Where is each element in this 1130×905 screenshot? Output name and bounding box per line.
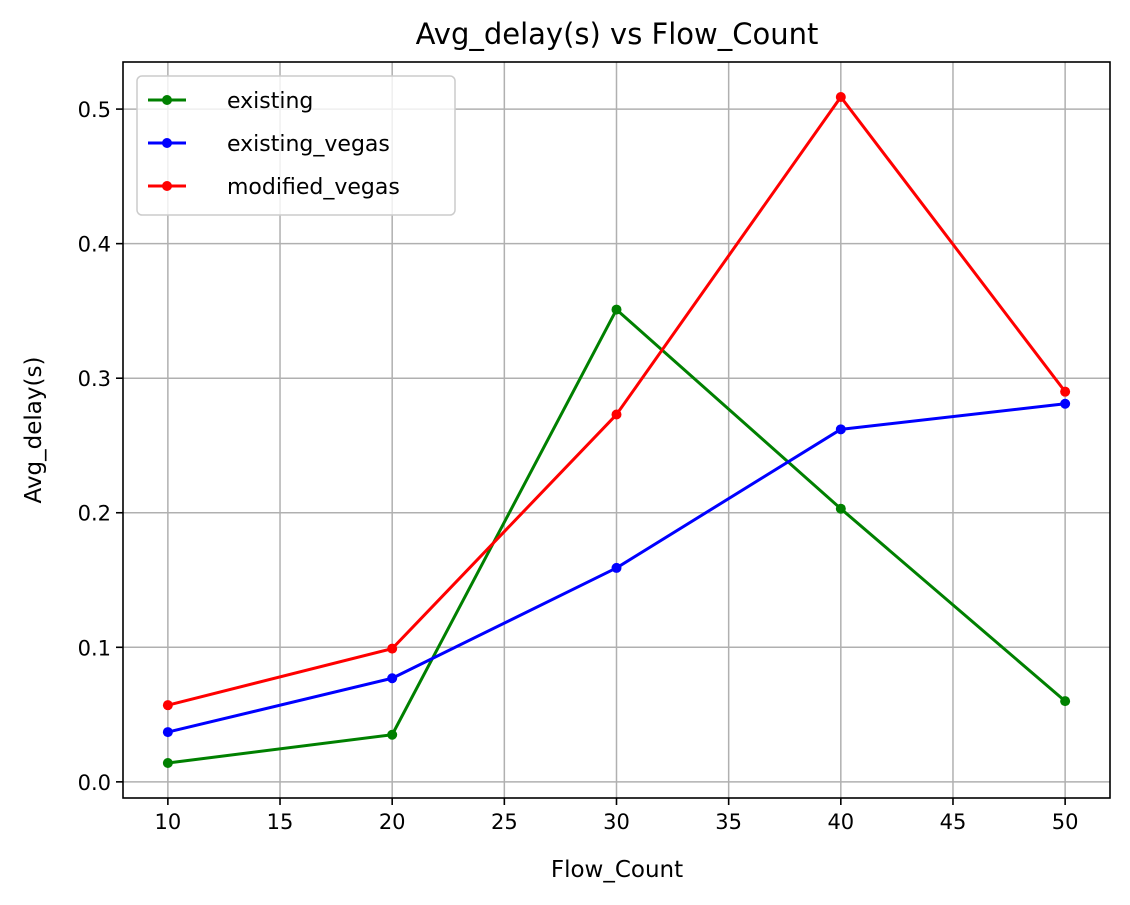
x-tick-label: 45 xyxy=(940,810,967,834)
data-point xyxy=(387,673,398,684)
x-axis-label: Flow_Count xyxy=(551,857,683,883)
data-point xyxy=(387,643,398,654)
data-point xyxy=(611,409,622,420)
x-tick-label: 40 xyxy=(827,810,854,834)
legend: existing existing_vegas modified_vegas xyxy=(136,75,456,216)
y-tick-label: 0.1 xyxy=(78,636,111,660)
data-point xyxy=(611,304,622,315)
y-tick-label: 0.4 xyxy=(78,233,111,257)
legend-swatch-marker xyxy=(162,181,172,191)
legend-swatch-marker xyxy=(162,138,172,148)
legend-entry: modified_vegas xyxy=(148,175,400,200)
legend-label: modified_vegas xyxy=(227,175,400,200)
chart-title: Avg_delay(s) vs Flow_Count xyxy=(416,17,819,51)
series-existing-vegas xyxy=(162,398,1071,738)
data-point xyxy=(162,758,173,769)
series-existing xyxy=(162,304,1071,769)
data-point xyxy=(387,729,398,740)
x-tick-label: 30 xyxy=(603,810,630,834)
y-tick-label: 0.0 xyxy=(78,771,111,795)
x-tick-label: 15 xyxy=(267,810,294,834)
data-point xyxy=(162,700,173,711)
data-point xyxy=(835,424,846,435)
legend-swatch-marker xyxy=(162,95,172,105)
legend-label: existing_vegas xyxy=(227,132,390,157)
legend-box xyxy=(136,75,456,216)
data-point xyxy=(1060,386,1071,397)
x-tick-label: 50 xyxy=(1052,810,1079,834)
series-modified-vegas xyxy=(162,91,1071,711)
y-tick-label: 0.5 xyxy=(78,98,111,122)
data-point xyxy=(1060,696,1071,707)
data-point xyxy=(835,91,846,102)
y-axis-label: Avg_delay(s) xyxy=(21,357,47,504)
legend-entry: existing xyxy=(148,89,313,114)
data-point xyxy=(162,727,173,738)
axis-ticks: 10 15 20 25 30 35 40 45 50 0.0 0.1 0.2 0.3 0.4 0.5 xyxy=(78,98,1079,834)
y-tick-label: 0.2 xyxy=(78,502,111,526)
series-layer xyxy=(162,91,1071,769)
x-tick-label: 10 xyxy=(154,810,181,834)
data-point xyxy=(611,562,622,573)
x-tick-label: 25 xyxy=(491,810,518,834)
data-point xyxy=(1060,398,1071,409)
legend-entry: existing_vegas xyxy=(148,132,390,157)
x-tick-label: 35 xyxy=(715,810,742,834)
data-point xyxy=(835,503,846,514)
legend-label: existing xyxy=(227,89,313,114)
x-tick-label: 20 xyxy=(379,810,406,834)
y-tick-label: 0.3 xyxy=(78,367,111,391)
